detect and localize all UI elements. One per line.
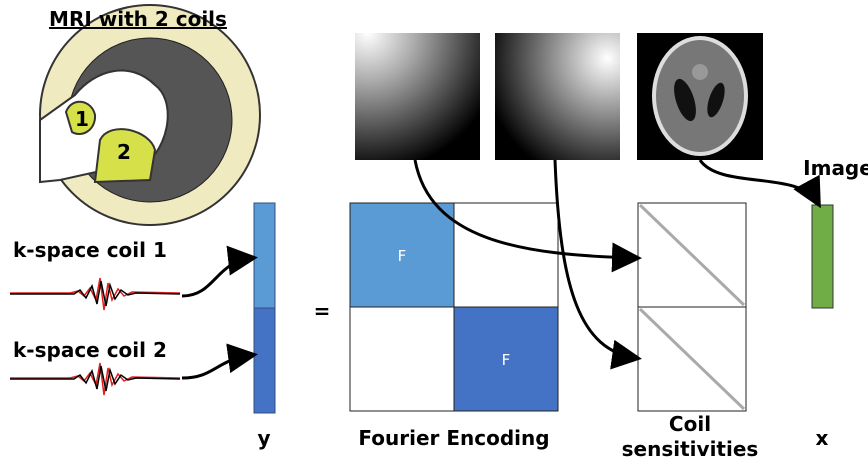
coil-label: 1 [75, 107, 89, 131]
kspace-label: k-space coil 1 [13, 238, 167, 262]
y-label: y [257, 426, 270, 450]
coil-label: sensitivities [622, 437, 759, 461]
title: MRI with 2 coils [49, 7, 227, 31]
waveform [10, 278, 180, 395]
coil-label: 2 [117, 140, 131, 164]
coil-map [355, 33, 480, 160]
y-vector-block [254, 308, 275, 413]
matrix-label: Fourier Encoding [358, 426, 549, 450]
phantom-image [637, 33, 763, 160]
coil-map [495, 33, 620, 160]
y-vector-block [254, 203, 275, 308]
f-label: F [398, 247, 407, 265]
image-label: Image [803, 156, 868, 180]
x-vector [812, 205, 833, 308]
coil-matrix [638, 203, 746, 411]
mri-illustration [40, 5, 260, 225]
equals: = [314, 299, 331, 323]
f-label: F [502, 351, 511, 369]
diagram: MRI with 2 coils 1 2 Image k-space coil … [0, 0, 868, 465]
coil-label: Coil [669, 412, 711, 436]
kspace-label: k-space coil 2 [13, 338, 167, 362]
x-label: x [816, 426, 829, 450]
